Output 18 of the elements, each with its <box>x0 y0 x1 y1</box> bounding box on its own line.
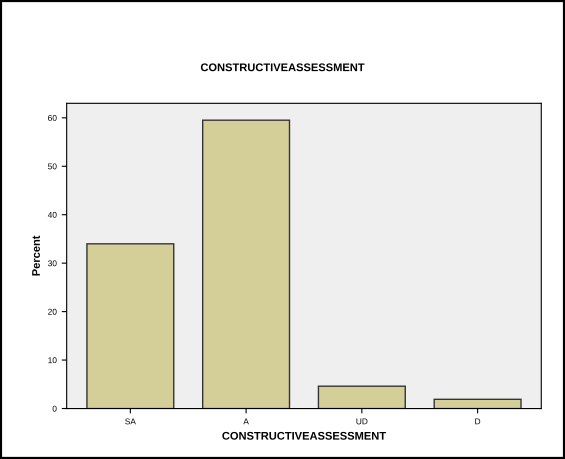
y-tick-label: 60 <box>48 115 57 121</box>
x-tick-label: SA <box>125 418 136 424</box>
x-axis-title: CONSTRUCTIVEASSESSMENT <box>222 432 386 440</box>
y-tick-label: 0 <box>52 406 57 412</box>
bar <box>202 120 290 409</box>
bar <box>434 398 522 409</box>
bar <box>318 386 406 409</box>
y-tick-label: 50 <box>48 163 57 170</box>
y-tick-label: 40 <box>48 212 57 218</box>
x-tick-label: UD <box>356 418 368 424</box>
y-tick-label: 10 <box>48 357 57 364</box>
x-tick-label: D <box>475 418 480 424</box>
y-tick-label: 20 <box>48 308 57 315</box>
y-axis-title: Percent <box>32 236 40 276</box>
bar <box>86 243 174 409</box>
y-tick-label: 30 <box>48 260 57 266</box>
chart-title: CONSTRUCTIVEASSESSMENT <box>200 63 364 72</box>
x-tick-label: A <box>243 418 249 424</box>
